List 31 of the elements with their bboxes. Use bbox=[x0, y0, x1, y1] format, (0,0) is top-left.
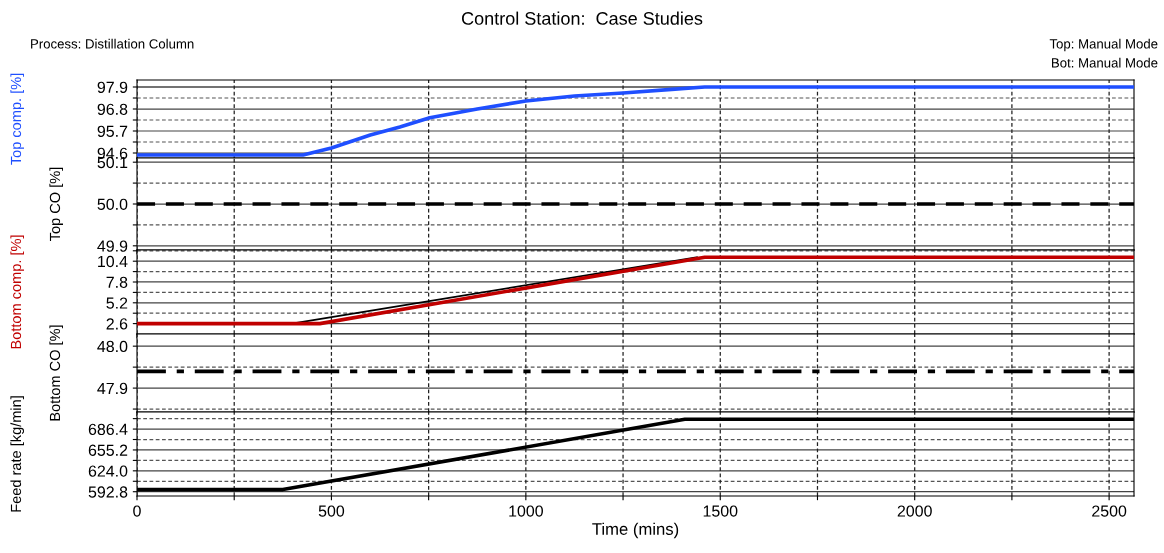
x-tick-label: 2000 bbox=[897, 505, 932, 517]
text: Top: Manual Mode bbox=[1049, 38, 1158, 52]
x-tick-label: 500 bbox=[318, 505, 345, 517]
y-tick-label: 2.6 bbox=[106, 318, 128, 330]
y-axis-title: Bottom CO [%] bbox=[49, 325, 63, 421]
y-tick-label: 47.9 bbox=[97, 382, 128, 395]
x-axis-title: Time (mins) bbox=[592, 522, 679, 539]
y-tick-label: 5.2 bbox=[106, 297, 128, 309]
y-axis-title: Bottom comp. [%] bbox=[10, 235, 24, 349]
x-tick-label: 0 bbox=[133, 505, 141, 517]
y-axis-title: Feed rate [kg/min] bbox=[10, 396, 24, 512]
y-axis-title: Top CO [%] bbox=[49, 167, 63, 241]
y-tick-label: 96.8 bbox=[97, 103, 128, 115]
x-tick-label: 2500 bbox=[1092, 505, 1127, 517]
y-tick-label: 10.4 bbox=[98, 255, 128, 268]
text: Bot: Manual Mode bbox=[1052, 57, 1158, 68]
y-tick-label: 686.4 bbox=[88, 423, 128, 436]
x-tick-label: 1500 bbox=[703, 505, 738, 517]
y-tick-label: 655.2 bbox=[88, 444, 128, 456]
y-tick-label: 50.0 bbox=[97, 198, 128, 210]
y-tick-label: 97.9 bbox=[97, 81, 128, 93]
y-axis-title: Top comp. [%] bbox=[10, 73, 24, 165]
y-tick-label: 48.0 bbox=[97, 340, 128, 353]
chart-title: Control Station: Case Studies bbox=[461, 11, 703, 25]
y-tick-label: 624.0 bbox=[88, 465, 128, 477]
text: Process: Distillation Column bbox=[31, 38, 194, 49]
y-tick-label: 49.9 bbox=[97, 240, 128, 252]
y-tick-label: 95.7 bbox=[97, 125, 128, 137]
y-tick-label: 7.8 bbox=[106, 276, 128, 288]
y-tick-label: 592.8 bbox=[88, 486, 128, 498]
x-tick-label: 1000 bbox=[509, 505, 543, 517]
